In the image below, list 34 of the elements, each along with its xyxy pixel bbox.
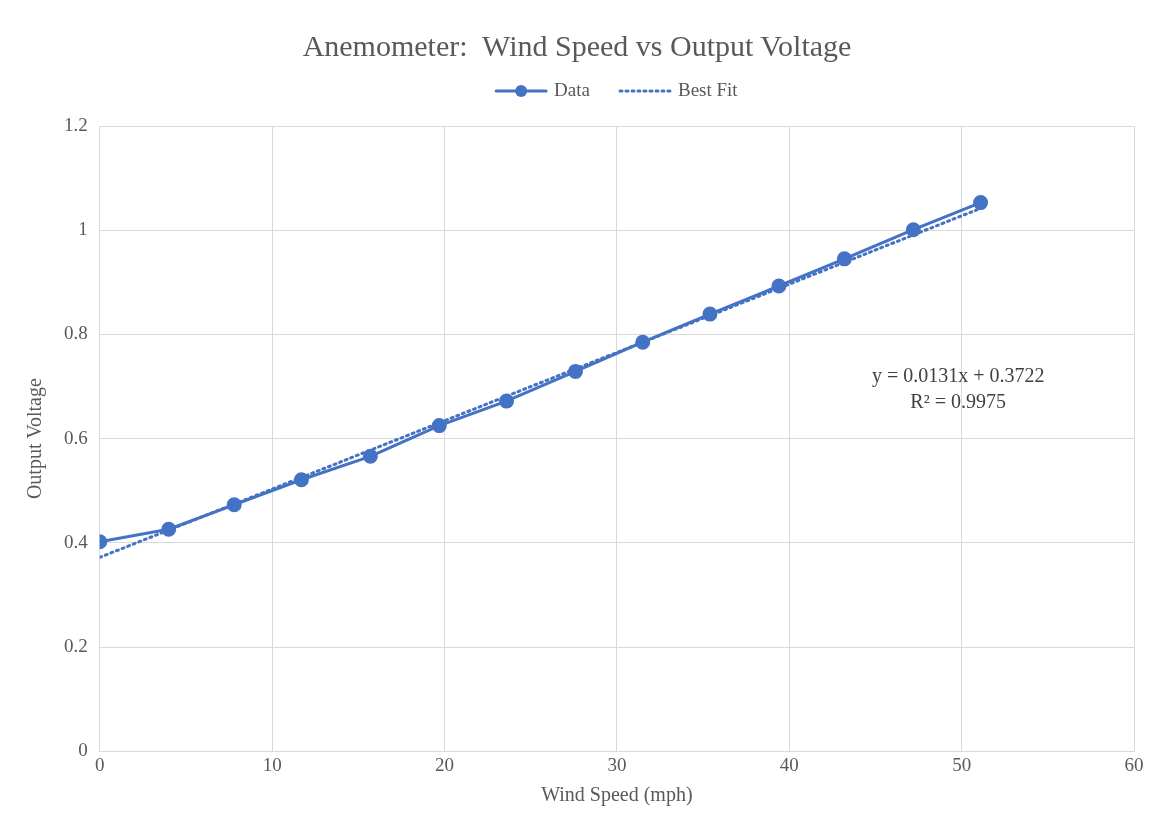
legend-label: Best Fit xyxy=(677,78,739,100)
point xyxy=(702,306,718,322)
point xyxy=(568,363,584,379)
x-tick-label: 0 xyxy=(95,753,105,775)
x-tick-label: 10 xyxy=(262,753,282,775)
x-axis-title: Wind Speed (mph) xyxy=(541,783,693,807)
y-axis-title: Output Voltage xyxy=(23,378,47,500)
annotation: R² = 0.9975 xyxy=(910,390,1006,413)
y-tick-label: 1 xyxy=(78,218,88,240)
point xyxy=(226,497,242,513)
y-tick-label: 0.6 xyxy=(64,426,88,448)
point xyxy=(836,251,852,267)
point xyxy=(499,393,515,409)
x-tick-label: 40 xyxy=(779,753,799,775)
chart-title: Anemometer: Wind Speed vs Output Voltage xyxy=(302,28,852,62)
x-tick-label: 50 xyxy=(952,753,972,775)
point xyxy=(161,521,177,537)
point xyxy=(293,472,309,488)
y-tick-label: 1.2 xyxy=(64,113,88,135)
point xyxy=(973,195,989,211)
x-tick-label: 60 xyxy=(1124,753,1144,775)
y-tick-label: 0.8 xyxy=(64,322,88,344)
annotation: y = 0.0131x + 0.3722 xyxy=(871,364,1045,388)
y-tick-label: 0.4 xyxy=(64,530,89,552)
point xyxy=(362,448,378,464)
legend-label: Data xyxy=(554,78,591,100)
point xyxy=(431,418,447,434)
y-tick-label: 0 xyxy=(78,739,88,761)
point xyxy=(635,334,651,350)
point xyxy=(771,278,787,294)
point xyxy=(905,222,921,238)
x-tick-label: 30 xyxy=(607,753,627,775)
x-tick-label: 20 xyxy=(435,753,454,775)
y-tick-label: 0.2 xyxy=(64,634,88,656)
